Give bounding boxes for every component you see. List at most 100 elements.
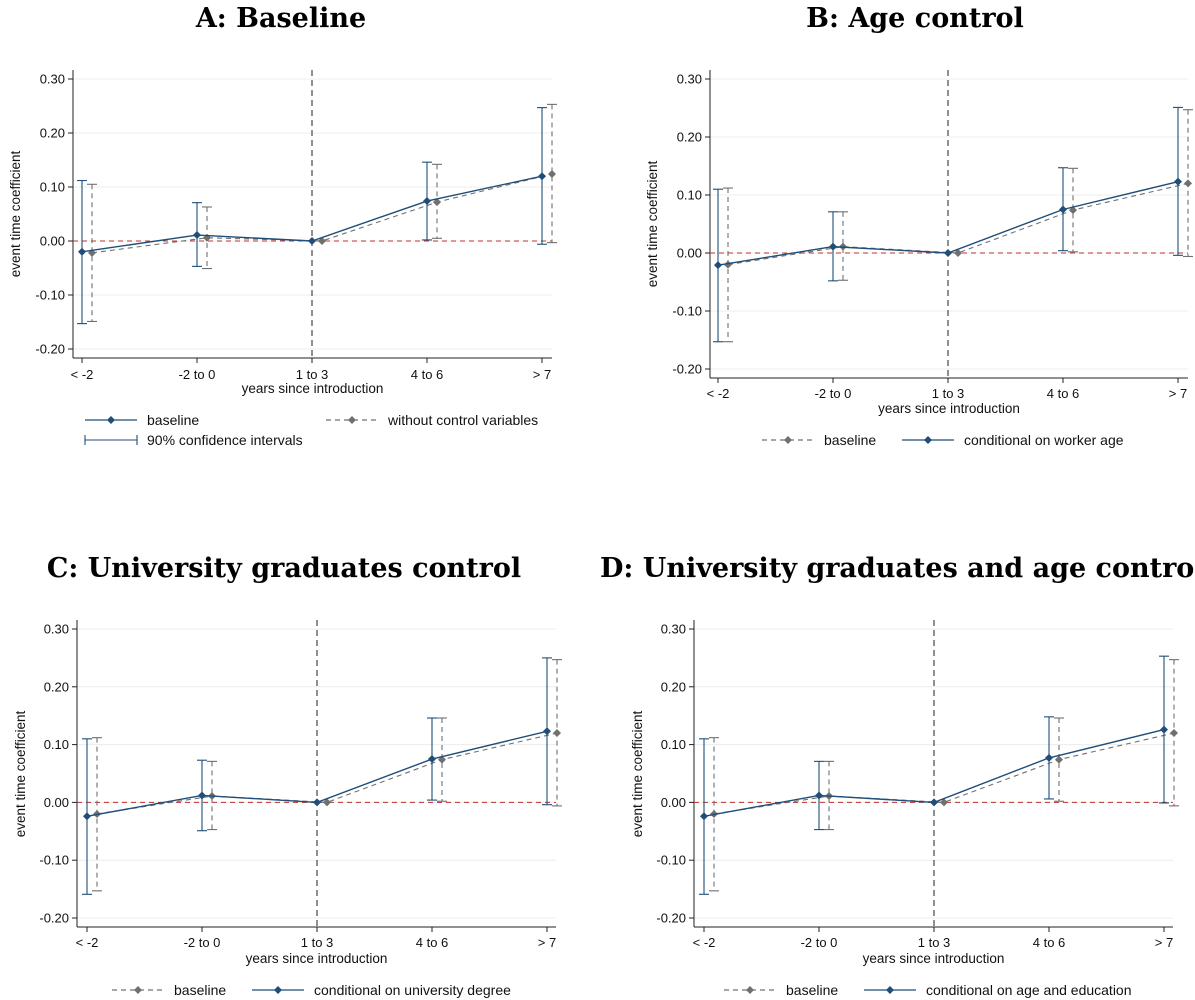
y-axis-title: event time coefficient [645, 160, 660, 287]
y-tick-label: 0.30 [661, 622, 686, 637]
y-tick-label: 0.00 [677, 246, 702, 261]
x-tick-label: -2 to 0 [815, 386, 852, 401]
legend-label: conditional on worker age [964, 432, 1124, 448]
data-point [1045, 753, 1053, 762]
data-point [714, 261, 722, 270]
y-axis-title: event time coefficient [630, 710, 645, 837]
legend-label: baseline [174, 982, 226, 998]
y-tick-label: 0.30 [677, 72, 702, 87]
data-point [1160, 725, 1168, 734]
data-point [700, 812, 708, 821]
legend-marker [348, 416, 356, 424]
data-point [323, 798, 331, 807]
x-tick-label: 4 to 6 [1047, 386, 1080, 401]
x-tick-label: > 7 [533, 367, 551, 382]
y-axis-title: event time coefficient [8, 150, 23, 277]
legend-marker [924, 436, 932, 444]
x-tick-label: < -2 [71, 367, 94, 382]
data-point [548, 170, 556, 179]
chart-b: 0.30 0.20 0.10 0.00 -0.10 -0.20 < -2 -2 to 0 1 t… [645, 70, 1193, 448]
data-point [1055, 755, 1063, 764]
data-point [1174, 177, 1182, 186]
panel-b: B: Age control 0.30 0.20 0.10 0.00 -0.10 -0.2… [600, 0, 1195, 500]
data-point [538, 172, 546, 181]
data-point [543, 727, 551, 736]
x-tick-label: 1 to 3 [932, 386, 965, 401]
legend-label: conditional on age and education [926, 982, 1132, 998]
x-tick-label: -2 to 0 [179, 367, 216, 382]
chart-d: 0.30 0.20 0.10 0.00 -0.10 -0.20 < -2 -2 to 0 1 t… [630, 620, 1179, 998]
y-tick-label: -0.20 [35, 342, 65, 357]
y-tick-label: 0.10 [677, 188, 702, 203]
data-point [954, 249, 962, 257]
y-tick-label: 0.10 [661, 737, 686, 752]
y-tick-label: 0.30 [44, 622, 69, 637]
x-axis-title: years since introduction [246, 951, 388, 966]
data-point [83, 812, 91, 821]
data-point [940, 798, 948, 807]
x-tick-label: > 7 [1155, 935, 1173, 950]
legend-marker [274, 986, 282, 994]
x-axis-title: years since introduction [863, 951, 1005, 966]
x-tick-label: 4 to 6 [416, 935, 449, 950]
data-point [433, 198, 441, 207]
y-tick-label: -0.10 [672, 304, 702, 319]
panel-d: D: University graduates and age control … [600, 550, 1195, 1000]
data-point [318, 237, 326, 245]
y-tick-label: -0.20 [656, 911, 686, 926]
x-tick-label: > 7 [1169, 386, 1187, 401]
legend-label: conditional on university degree [314, 982, 511, 998]
data-point [829, 242, 837, 251]
legend-label: baseline [824, 432, 876, 448]
data-point [423, 197, 431, 206]
legend-label: without control variables [387, 412, 538, 428]
data-point [1184, 179, 1192, 188]
x-tick-label: 1 to 3 [918, 935, 951, 950]
legend-marker [746, 986, 754, 994]
data-point [815, 791, 823, 800]
data-point [1170, 729, 1178, 738]
y-tick-label: -0.20 [39, 911, 69, 926]
y-tick-label: 0.20 [44, 679, 69, 694]
legend-marker [134, 986, 142, 994]
panel-c: C: University graduates control 0.30 0.20… [0, 550, 600, 1000]
series-line [91, 173, 553, 254]
y-tick-label: 0.20 [661, 679, 686, 694]
data-point [930, 798, 938, 807]
x-tick-label: 4 to 6 [1033, 935, 1066, 950]
data-point [198, 791, 206, 800]
panel-title: A: Baseline [195, 3, 367, 34]
legend-label: baseline [786, 982, 838, 998]
x-tick-label: 4 to 6 [411, 367, 444, 382]
x-tick-label: < -2 [693, 935, 716, 950]
y-tick-label: 0.20 [677, 130, 702, 145]
data-point [438, 755, 446, 764]
panel-title: C: University graduates control [46, 553, 522, 584]
y-tick-label: -0.10 [656, 853, 686, 868]
panel-a: A: Baseline 0.30 0.20 0.10 0.00 -0.10 -0.20 < … [0, 0, 600, 500]
data-point [308, 237, 316, 245]
y-tick-label: -0.20 [672, 362, 702, 377]
data-point [944, 249, 952, 257]
x-tick-label: 1 to 3 [301, 935, 334, 950]
data-point [1059, 205, 1067, 214]
chart-a: 0.30 0.20 0.10 0.00 -0.10 -0.20 < -2 -2 to 0 1 t… [8, 70, 557, 448]
x-tick-label: < -2 [707, 386, 730, 401]
y-tick-label: 0.10 [44, 737, 69, 752]
panel-title: D: University graduates and age control [600, 553, 1195, 584]
x-axis-title: years since introduction [242, 381, 384, 396]
x-tick-label: 1 to 3 [296, 367, 329, 382]
data-point [78, 247, 86, 256]
legend-marker [886, 986, 894, 994]
data-point [313, 798, 321, 807]
x-tick-label: > 7 [538, 935, 556, 950]
x-tick-label: -2 to 0 [801, 935, 838, 950]
legend-label: 90% confidence intervals [147, 432, 303, 448]
x-axis-title: years since introduction [878, 401, 1020, 416]
legend-marker [784, 436, 792, 444]
data-point [428, 755, 436, 764]
y-tick-label: 0.00 [44, 795, 69, 810]
panel-title: B: Age control [806, 3, 1024, 34]
x-tick-label: < -2 [76, 935, 99, 950]
legend-marker [107, 416, 115, 424]
